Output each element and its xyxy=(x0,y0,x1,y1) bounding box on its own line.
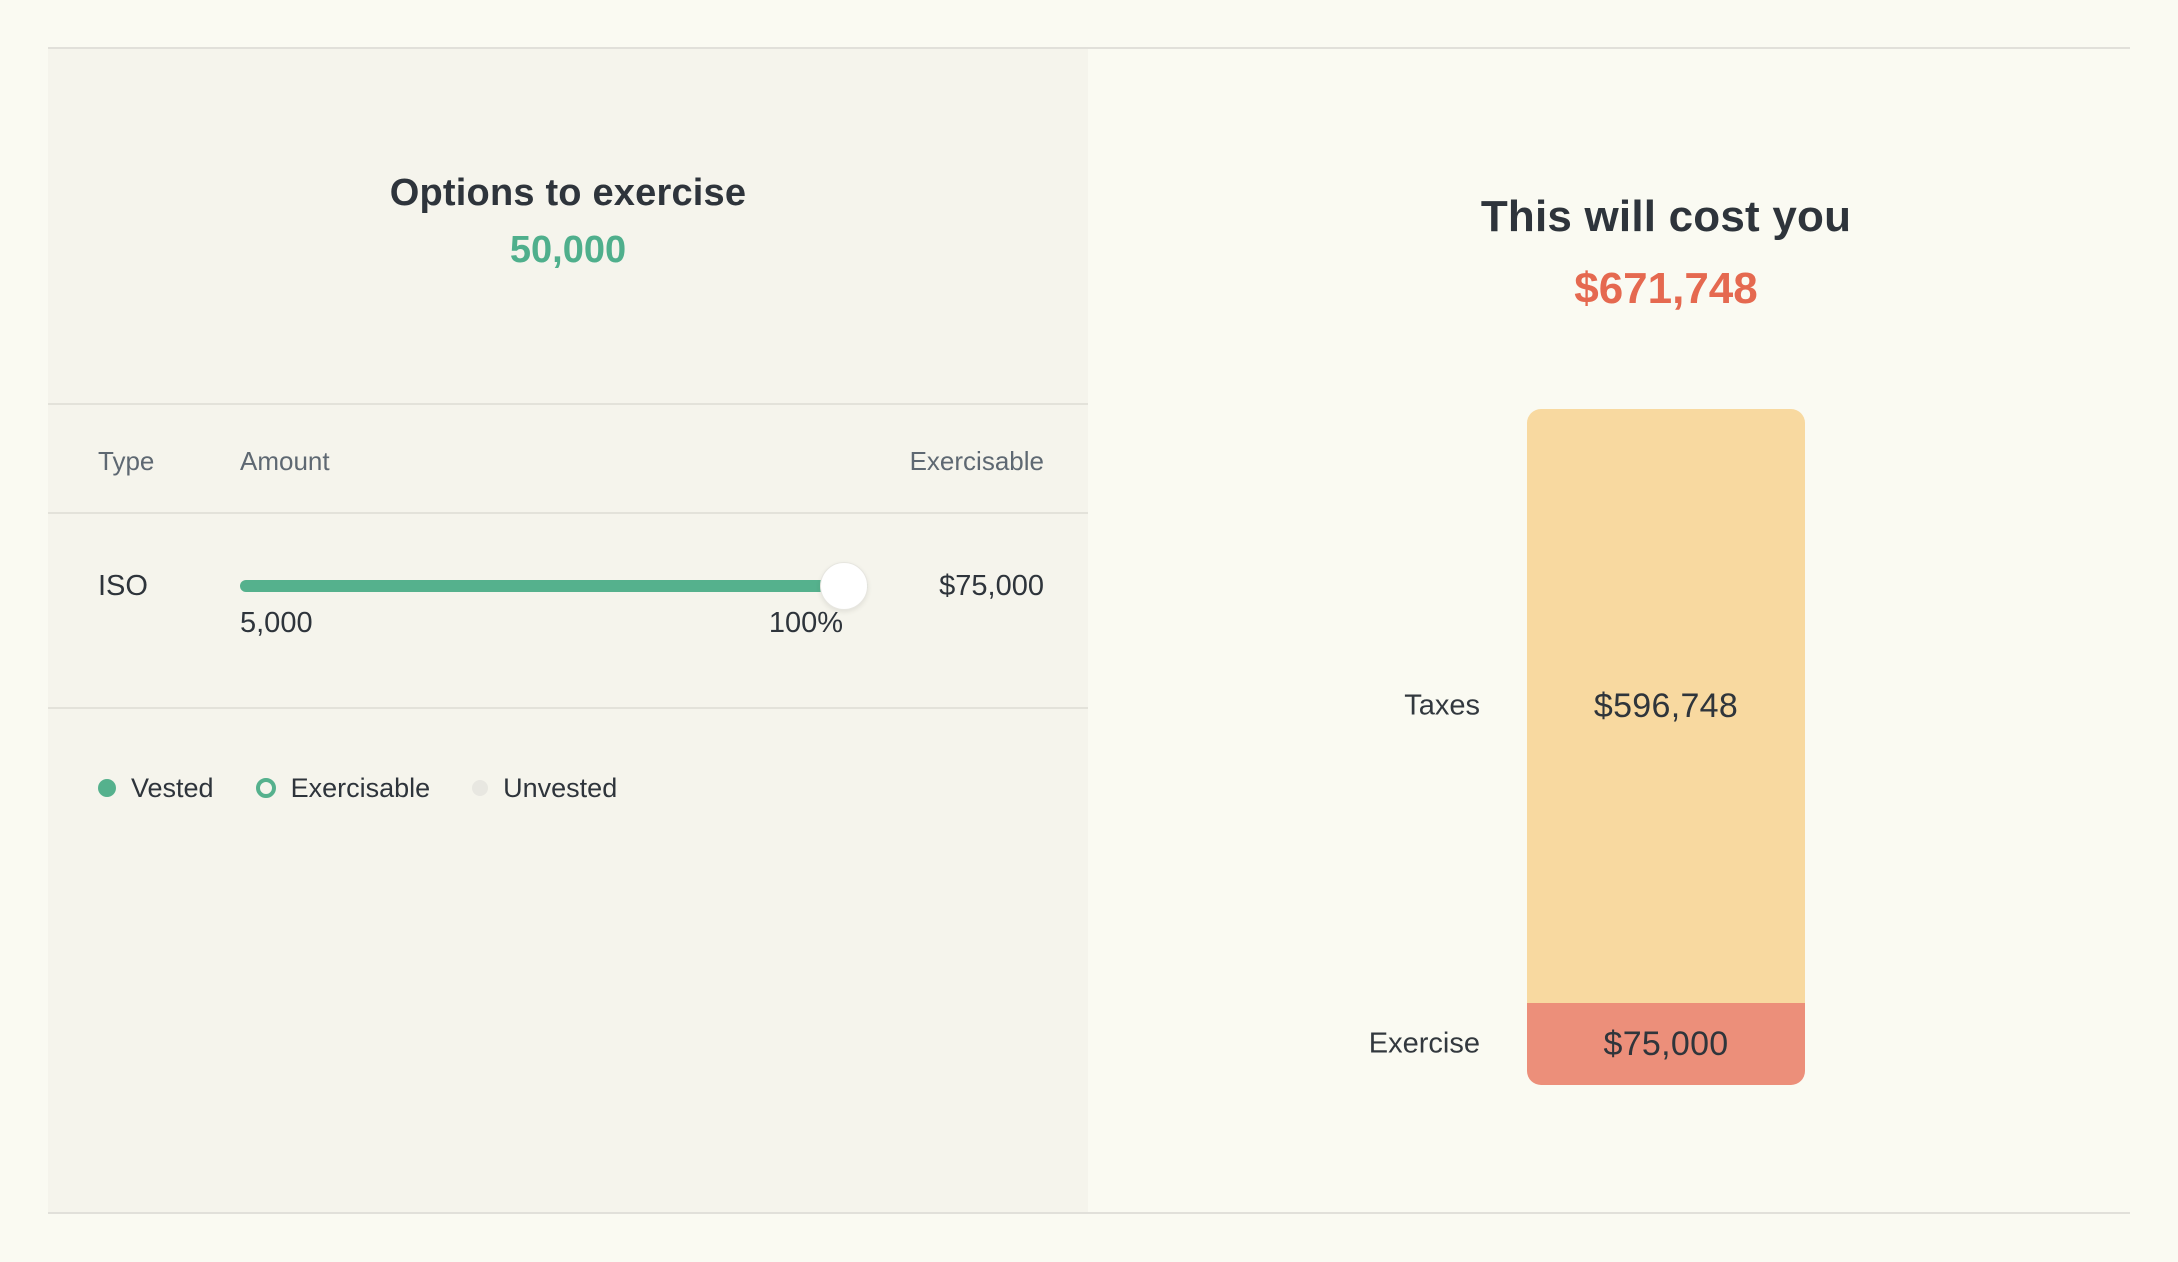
column-header-amount: Amount xyxy=(240,446,330,476)
options-panel-title: Options to exercise xyxy=(389,172,747,214)
table-divider-bottom xyxy=(48,707,1088,709)
vested-dot-icon xyxy=(98,779,116,797)
total-cost: $671,748 xyxy=(1574,264,1758,313)
slider-min-label: 5,000 xyxy=(240,607,313,639)
table-divider-header xyxy=(48,512,1088,514)
option-type-cell: ISO xyxy=(98,570,148,602)
options-panel: Options to exercise 50,000 Type Amount E… xyxy=(48,49,1088,1212)
exercise-value: $75,000 xyxy=(1603,1024,1729,1063)
exercisable-value-cell: $75,000 xyxy=(939,570,1044,602)
cost-stacked-bar: $596,748 $75,000 xyxy=(1527,409,1805,1085)
unvested-dot-icon xyxy=(472,780,489,796)
exercise-label: Exercise xyxy=(1368,1027,1480,1060)
legend-label-unvested: Unvested xyxy=(503,773,618,803)
column-header-exercisable: Exercisable xyxy=(909,446,1044,476)
legend-item-exercisable: Exercisable xyxy=(255,771,431,805)
taxes-value: $596,748 xyxy=(1593,686,1739,725)
bottom-divider xyxy=(48,1212,2130,1214)
bar-segment-exercise: $75,000 xyxy=(1527,1003,1805,1085)
top-divider xyxy=(48,47,2130,49)
slider-track[interactable] xyxy=(240,580,868,592)
slider-thumb[interactable] xyxy=(820,562,868,610)
legend-item-unvested: Unvested xyxy=(472,771,617,805)
legend-label-exercisable: Exercisable xyxy=(290,773,431,803)
legend-label-vested: Vested xyxy=(131,773,214,803)
bar-segment-taxes: $596,748 xyxy=(1527,409,1805,1003)
legend-item-vested: Vested xyxy=(98,771,214,805)
options-count: 50,000 xyxy=(509,229,627,271)
taxes-label: Taxes xyxy=(1404,689,1480,722)
column-header-type: Type xyxy=(98,446,155,476)
amount-slider[interactable] xyxy=(240,562,868,610)
table-divider-top xyxy=(48,403,1088,405)
legend: Vested Exercisable Unvested xyxy=(98,771,617,805)
exercisable-ring-icon xyxy=(255,778,276,798)
cost-panel-title: This will cost you xyxy=(1480,192,1852,241)
options-title-block: Options to exercise 50,000 xyxy=(48,49,1088,273)
cost-title-block: This will cost you $671,748 xyxy=(1481,190,1851,315)
slider-current-label: 100% xyxy=(768,607,843,639)
